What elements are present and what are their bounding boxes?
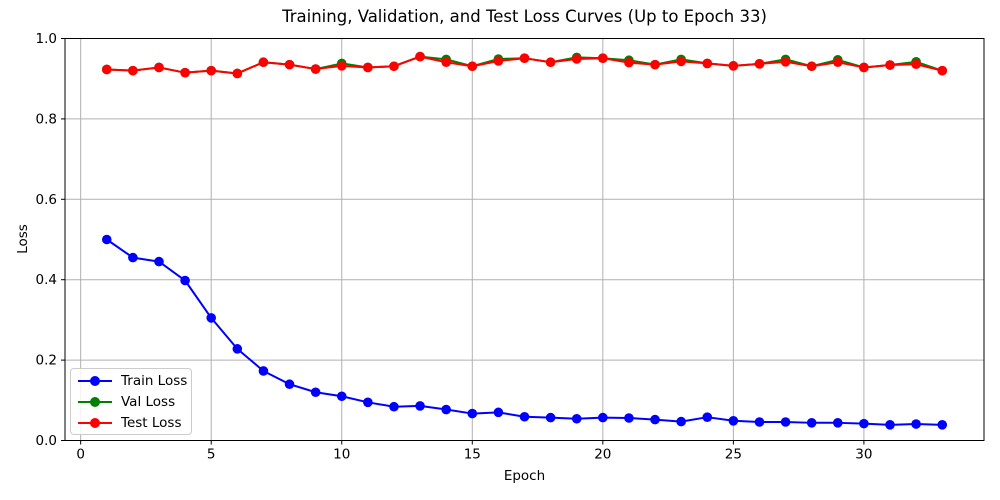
svg-text:0.6: 0.6 <box>36 192 57 208</box>
svg-text:0.8: 0.8 <box>36 111 57 127</box>
svg-text:0.2: 0.2 <box>36 353 57 369</box>
legend: Train Loss Val Loss Test Loss <box>70 368 192 435</box>
val-loss-swatch-icon <box>78 396 112 407</box>
legend-item-test-loss: Test Loss <box>78 412 185 433</box>
test-loss-swatch-icon <box>78 417 112 428</box>
svg-text:30: 30 <box>855 447 872 463</box>
svg-text:20: 20 <box>594 447 611 463</box>
legend-item-val-loss: Val Loss <box>78 391 185 412</box>
svg-text:5: 5 <box>207 447 216 463</box>
svg-text:1.0: 1.0 <box>36 31 57 47</box>
svg-text:10: 10 <box>333 447 350 463</box>
svg-text:15: 15 <box>464 447 481 463</box>
svg-text:25: 25 <box>725 447 742 463</box>
svg-text:0.0: 0.0 <box>36 433 57 449</box>
legend-label: Test Loss <box>121 414 182 431</box>
train-loss-swatch-icon <box>78 375 112 386</box>
legend-item-train-loss: Train Loss <box>78 370 188 391</box>
svg-text:0: 0 <box>76 447 85 463</box>
legend-label: Train Loss <box>121 372 188 389</box>
chart-title: Training, Validation, and Test Loss Curv… <box>282 7 767 26</box>
y-axis-label: Loss <box>15 224 31 254</box>
svg-text:0.4: 0.4 <box>36 272 57 288</box>
x-axis-label: Epoch <box>503 468 546 484</box>
legend-label: Val Loss <box>121 393 176 410</box>
